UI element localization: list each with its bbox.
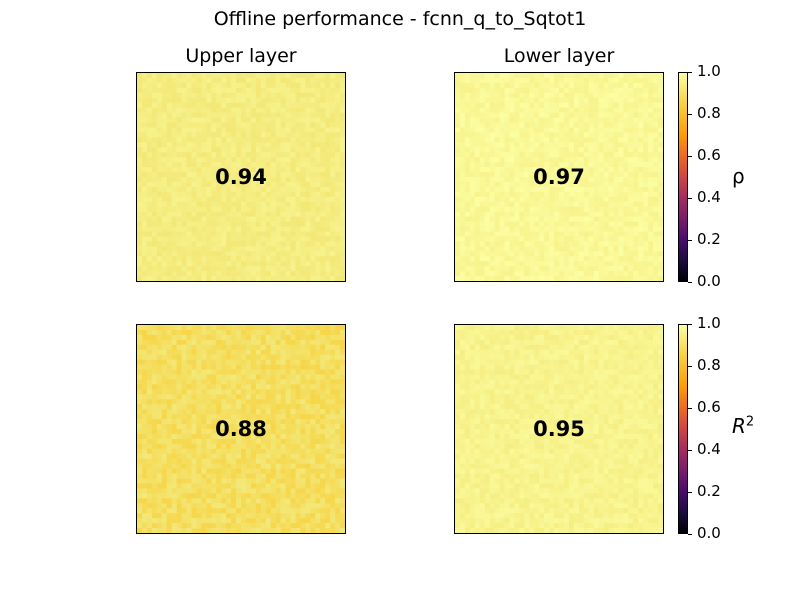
heatmap-grid — [455, 73, 663, 281]
colorbar-tick-label: 1.0 — [697, 62, 721, 80]
colorbar-tick-mark — [688, 197, 692, 199]
colorbar-label-r2: R2 — [732, 414, 755, 438]
colorbar-r2 — [678, 324, 688, 534]
heatmap-panel-r2-lower: 0.95 — [454, 324, 664, 534]
panel-value-label: 0.95 — [533, 417, 585, 441]
column-title-lower: Lower layer — [503, 45, 615, 67]
colorbar-tick-label: 0.4 — [697, 440, 721, 458]
chart-title: Offline performance - fcnn_q_to_Sqtot1 — [213, 8, 587, 30]
colorbar-tick-label: 1.0 — [697, 314, 721, 332]
colorbar-tick-label: 0.2 — [697, 230, 721, 248]
colorbar-tick-mark — [688, 533, 692, 535]
colorbar-tick-mark — [688, 155, 692, 157]
panel-value-label: 0.97 — [533, 165, 585, 189]
colorbar-tick-mark — [688, 449, 692, 451]
heatmap-panel-r2-upper: 0.88 — [136, 324, 346, 534]
colorbar-tick-mark — [688, 407, 692, 409]
colorbar-tick-mark — [688, 71, 692, 73]
colorbar-tick-label: 0.4 — [697, 188, 721, 206]
panel-value-label: 0.94 — [215, 165, 267, 189]
colorbar-tick-label: 0.2 — [697, 482, 721, 500]
colorbar-rho — [678, 72, 688, 282]
heatmap-panel-rho-lower: 0.97 — [454, 72, 664, 282]
heatmap-grid — [137, 73, 345, 281]
column-title-upper: Upper layer — [185, 45, 297, 67]
colorbar-label-rho: ρ — [732, 164, 745, 188]
colorbar-tick-mark — [688, 239, 692, 241]
colorbar-tick-mark — [688, 281, 692, 283]
colorbar-tick-mark — [688, 113, 692, 115]
heatmap-grid — [137, 325, 345, 533]
colorbar-tick-mark — [688, 491, 692, 493]
heatmap-panel-rho-upper: 0.94 — [136, 72, 346, 282]
colorbar-tick-label: 0.6 — [697, 146, 721, 164]
colorbar-tick-label: 0.8 — [697, 104, 721, 122]
colorbar-tick-label: 0.6 — [697, 398, 721, 416]
colorbar-tick-label: 0.0 — [697, 524, 721, 542]
colorbar-tick-mark — [688, 323, 692, 325]
colorbar-tick-label: 0.8 — [697, 356, 721, 374]
colorbar-tick-mark — [688, 365, 692, 367]
heatmap-grid — [455, 325, 663, 533]
colorbar-tick-label: 0.0 — [697, 272, 721, 290]
panel-value-label: 0.88 — [215, 417, 267, 441]
